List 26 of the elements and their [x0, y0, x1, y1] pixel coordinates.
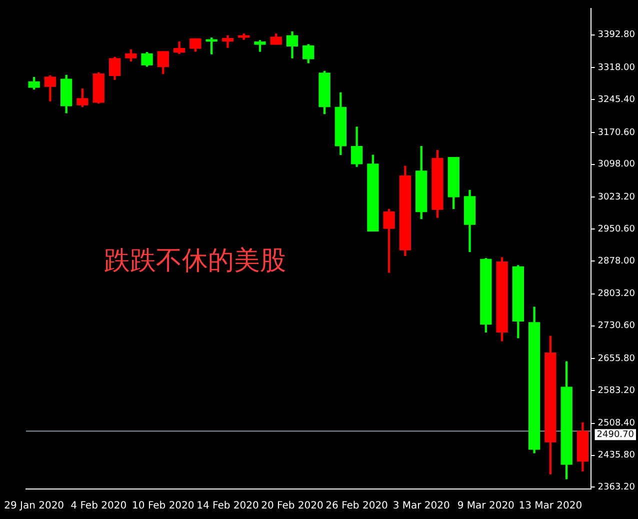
x-tick-label: 9 Mar 2020	[457, 500, 514, 512]
y-tick-label: 2803.20	[598, 289, 636, 300]
annotation: 跌跌不休的美股	[104, 246, 286, 276]
x-tick-label: 26 Feb 2020	[326, 500, 388, 512]
y-tick-label: 3245.40	[598, 94, 636, 105]
y-tick-label: 2655.80	[598, 354, 636, 364]
y-tick-label: 2435.80	[598, 450, 636, 461]
ref-line-label: 2490.70	[596, 430, 634, 440]
y-tick-label: 2950.60	[598, 224, 636, 234]
y-tick-label: 2730.60	[598, 321, 636, 332]
y-tick-label: 3318.00	[598, 63, 636, 74]
y-tick-label: 2363.20	[598, 482, 636, 492]
y-tick-label: 2878.00	[598, 256, 636, 266]
y-tick-label: 3392.80	[598, 30, 636, 40]
y-tick-label: 3098.00	[598, 160, 636, 170]
x-tick-label: 20 Feb 2020	[261, 500, 324, 512]
x-tick-label: 29 Jan 2020	[4, 500, 64, 512]
x-tick-label: 14 Feb 2020	[196, 500, 259, 512]
x-tick-label: 10 Feb 2020	[132, 500, 194, 512]
x-tick-label: 13 Mar 2020	[518, 500, 582, 512]
y-tick-label: 3023.20	[598, 192, 636, 203]
y-tick-label: 2508.40	[598, 418, 636, 429]
y-tick-label: 3170.60	[598, 128, 636, 138]
x-tick-label: 3 Mar 2020	[392, 500, 450, 512]
x-tick-label: 4 Feb 2020	[70, 500, 127, 512]
y-tick-label: 2583.20	[598, 386, 636, 396]
